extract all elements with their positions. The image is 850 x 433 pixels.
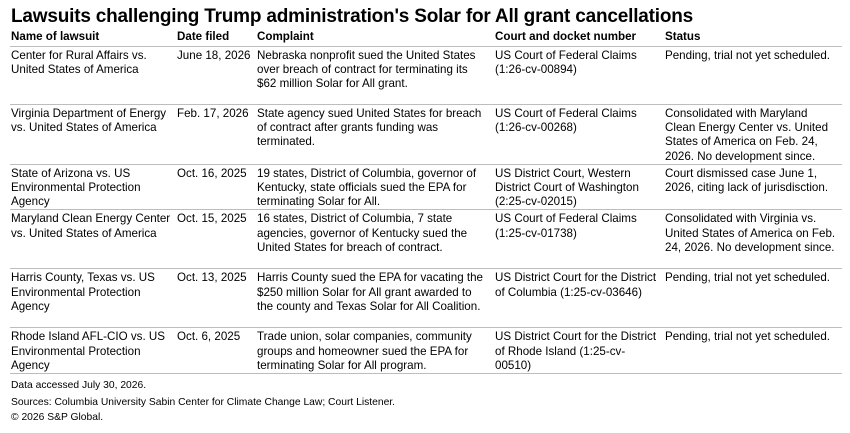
table-row: State of Arizona vs. US Environmental Pr… — [10, 164, 842, 210]
cell-complaint: Harris County sued the EPA for vacating … — [257, 271, 483, 313]
cell-date: Oct. 6, 2025 — [177, 330, 241, 344]
cell-status: Consolidated with Virginia vs. United St… — [665, 212, 836, 254]
footnote-sources: Sources: Columbia University Sabin Cente… — [11, 397, 396, 408]
cell-court: US District Court, Western District Cour… — [495, 166, 639, 209]
cell-date: Feb. 17, 2026 — [177, 107, 249, 120]
cell-date: Oct. 15, 2025 — [177, 212, 247, 226]
cell-complaint: 16 states, District of Columbia, 7 state… — [257, 212, 468, 254]
cell-status: Court dismissed case June 1, 2026, citin… — [665, 166, 829, 195]
table-row: Center for Rural Affairs vs. United Stat… — [10, 47, 842, 105]
cell-date: Oct. 13, 2025 — [177, 271, 247, 285]
cell-complaint: 19 states, District of Columbia, governo… — [257, 166, 477, 209]
cell-status: Pending, trial not yet scheduled. — [665, 330, 830, 344]
cell-status: Pending, trial not yet scheduled. — [665, 271, 830, 285]
cell-date: June 18, 2026 — [177, 49, 251, 62]
cell-complaint: Trade union, solar companies, community … — [257, 330, 472, 372]
cell-court: US Court of Federal Claims (1:26-cv-0026… — [495, 107, 637, 135]
column-header-status: Status — [665, 30, 701, 43]
table-row: Maryland Clean Energy Center vs. United … — [10, 210, 842, 269]
column-header-court: Court and docket number — [495, 30, 637, 43]
column-header-date: Date filed — [177, 30, 230, 43]
table-row: Rhode Island AFL-CIO vs. US Environmenta… — [10, 328, 842, 374]
column-header-complaint: Complaint — [257, 30, 314, 43]
cell-court: US District Court for the District of Rh… — [495, 330, 657, 372]
cell-complaint: State agency sued United States for brea… — [257, 107, 482, 149]
cell-court: US Court of Federal Claims (1:26-cv-0089… — [495, 49, 637, 77]
cell-name: Harris County, Texas vs. US Environmenta… — [11, 271, 155, 313]
column-header-name: Name of lawsuit — [11, 30, 100, 43]
cell-name: Virginia Department of Energy vs. United… — [11, 107, 167, 135]
table-header-row: Name of lawsuit Date filed Complaint Cou… — [10, 30, 842, 47]
cell-name: Rhode Island AFL-CIO vs. US Environmenta… — [11, 330, 166, 372]
footnote-accessed: Data accessed July 30, 2026. — [11, 380, 147, 391]
cell-status: Consolidated with Maryland Clean Energy … — [665, 107, 829, 163]
cell-name: State of Arizona vs. US Environmental Pr… — [11, 166, 141, 209]
cell-name: Center for Rural Affairs vs. United Stat… — [11, 49, 147, 77]
cell-date: Oct. 16, 2025 — [177, 166, 247, 180]
table-row: Virginia Department of Energy vs. United… — [10, 105, 842, 165]
cell-status: Pending, trial not yet scheduled. — [665, 49, 830, 62]
lawsuits-table: Name of lawsuit Date filed Complaint Cou… — [10, 30, 842, 374]
footnote-copyright: © 2026 S&P Global. — [11, 412, 104, 423]
table-row: Harris County, Texas vs. US Environmenta… — [10, 269, 842, 328]
cell-court: US Court of Federal Claims (1:25-cv-0173… — [495, 212, 637, 240]
page-title: Lawsuits challenging Trump administratio… — [11, 6, 694, 27]
cell-name: Maryland Clean Energy Center vs. United … — [11, 212, 171, 240]
cell-court: US District Court for the District of Co… — [495, 271, 657, 299]
cell-complaint: Nebraska nonprofit sued the United State… — [257, 49, 476, 91]
